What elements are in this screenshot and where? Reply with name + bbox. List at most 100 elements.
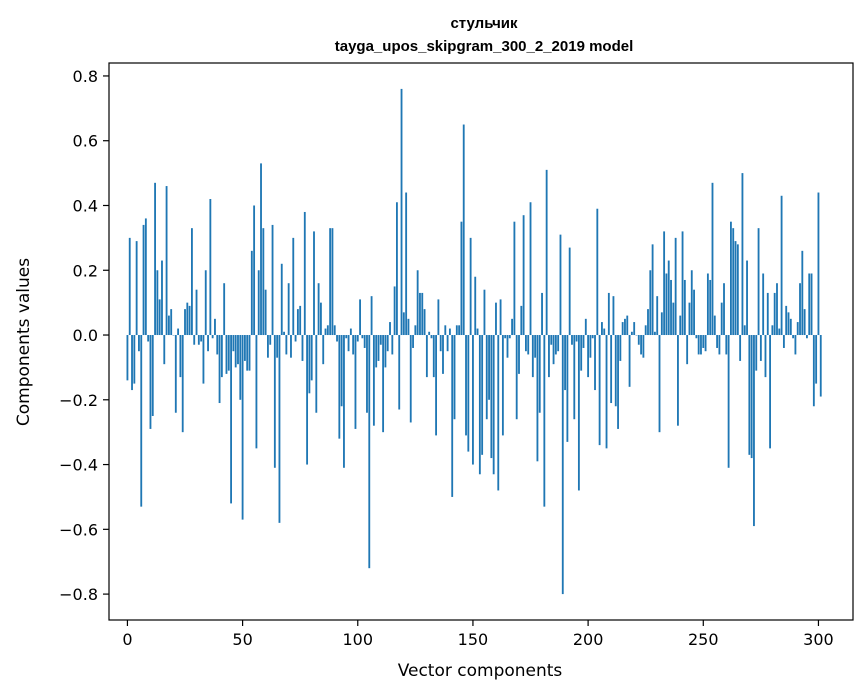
bar [188,305,191,336]
bar [451,335,454,497]
bar [147,335,150,342]
y-tick-label: −0.8 [59,585,98,604]
bar [276,335,279,358]
bar [285,335,288,355]
bar [372,335,375,426]
bar [511,318,514,336]
bar [782,335,785,348]
bar [681,231,684,336]
bar [582,335,585,348]
bar [439,335,442,352]
bar [218,335,221,404]
bar [810,273,813,336]
bar [267,335,269,358]
bar [366,335,368,413]
bar [531,335,534,378]
bar [287,283,290,336]
bar [370,296,373,336]
bar [568,247,571,336]
bar [391,335,394,355]
bar [179,335,182,378]
bar [619,335,622,361]
bar [310,335,313,381]
bar [642,335,645,358]
bar [303,211,306,336]
bar [234,335,237,368]
bar [317,283,320,336]
bar [808,273,811,336]
bar [621,322,624,336]
bar [773,292,776,336]
bar [759,335,762,361]
bar [690,270,693,336]
bar [347,335,350,352]
bar [177,328,180,336]
bar [573,335,576,420]
bar [679,315,682,336]
bar [589,335,592,358]
bar [534,335,537,358]
bar [181,335,184,433]
bar [315,335,318,413]
bar [446,335,449,352]
bar [552,335,555,365]
bar [294,335,297,342]
y-tick-label: 0.0 [73,326,98,345]
bar [785,305,788,336]
bar [248,335,251,371]
bar [186,302,189,336]
bar [423,309,426,336]
bar [766,292,769,336]
bar [184,309,186,336]
bar [688,302,691,336]
bar [612,296,615,336]
bar [601,322,603,336]
bar [720,302,723,336]
bar [167,315,170,336]
bar [702,335,705,348]
bar [587,335,590,378]
bar [400,88,403,336]
bar [734,241,737,336]
bar [564,335,566,391]
bar [359,299,361,336]
y-tick-label: −0.4 [59,456,98,475]
bar [716,335,719,348]
bar [435,335,437,436]
bar [557,335,560,352]
x-axis-label: Vector components [398,661,563,681]
bar [513,221,516,336]
bar [778,328,781,336]
bar [748,335,751,455]
bar [292,237,295,336]
bar [412,335,414,348]
bar [193,335,196,345]
bar [455,325,458,336]
bar [660,312,663,336]
bar [313,231,315,336]
bar [225,335,228,374]
bar [575,335,578,342]
bar [214,318,216,336]
bar [469,237,472,336]
bar [255,335,258,449]
bar [713,315,716,336]
bar [414,325,417,336]
bar [746,260,748,336]
bar [195,289,198,336]
bar [308,335,311,394]
bar [354,335,357,429]
bar [290,335,292,358]
bar [174,335,177,413]
bar [732,228,735,336]
bar [465,335,467,436]
y-tick-label: 0.4 [73,196,98,215]
bar [700,335,702,355]
bar [559,234,562,336]
bar [453,335,456,420]
chart-subtitle: tayga_upos_skipgram_300_2_2019 model [335,38,634,55]
bar [801,250,804,336]
bar [497,335,500,491]
bar [492,335,495,475]
bar [460,221,463,336]
